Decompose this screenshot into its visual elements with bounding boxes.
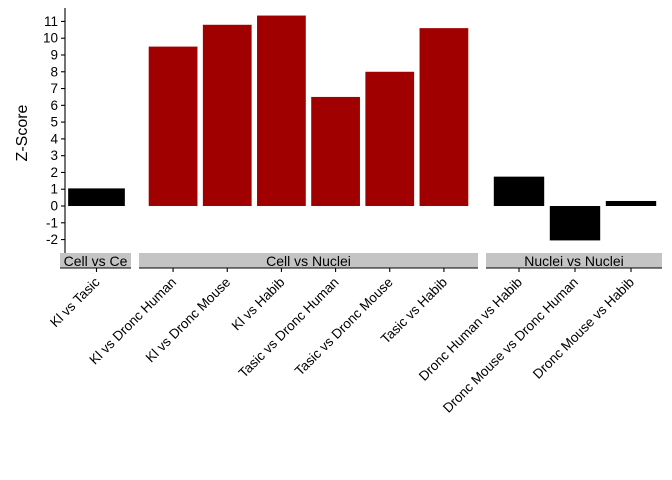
bar bbox=[419, 28, 469, 207]
facet-panels: Cell vs Ce Kl vs Tasic Cell vs Nuclei Kl vs… bbox=[47, 15, 662, 416]
facet-panel: Cell vs Ce Kl vs Tasic bbox=[47, 188, 131, 330]
facet-strip bbox=[139, 253, 478, 268]
bar bbox=[68, 188, 125, 207]
x-tick-label: Kl vs Habib bbox=[229, 275, 288, 334]
y-tick-label: 0 bbox=[50, 199, 58, 214]
y-tick-label: 8 bbox=[50, 64, 58, 79]
x-tick-label: Tasic vs Dronc Human bbox=[236, 275, 342, 381]
x-tick-label: Tasic vs Dronc Mouse bbox=[292, 275, 396, 379]
bar bbox=[148, 46, 198, 207]
bar bbox=[493, 176, 545, 207]
facet-strip-label: Nuclei vs Nuclei bbox=[524, 253, 624, 269]
bar bbox=[365, 71, 415, 207]
y-tick-label: 7 bbox=[50, 81, 58, 96]
x-tick-label: Kl vs Dronc Human bbox=[86, 275, 179, 368]
bar bbox=[549, 206, 601, 241]
y-tick-label: 2 bbox=[50, 165, 58, 180]
y-tick-label: 9 bbox=[50, 47, 58, 62]
y-tick-label: 10 bbox=[43, 31, 58, 46]
bar bbox=[257, 15, 306, 207]
y-tick-label: 3 bbox=[50, 148, 58, 163]
facet-strip-label: Cell vs Nuclei bbox=[266, 253, 351, 269]
y-axis-title: Z-Score bbox=[14, 104, 31, 161]
bar bbox=[202, 24, 252, 207]
facet-strip-label: Cell vs Ce bbox=[64, 253, 128, 269]
y-tick-label: -1 bbox=[46, 215, 58, 230]
y-tick-label: 6 bbox=[50, 98, 58, 113]
y-axis: -2 -10 1 2 3 45 6 7 8 910 11 bbox=[43, 8, 66, 253]
y-tick-label: -2 bbox=[46, 232, 58, 247]
facet-strip bbox=[486, 253, 662, 268]
x-tick-label: Kl vs Tasic bbox=[47, 274, 103, 330]
y-tick-label: 4 bbox=[50, 131, 58, 146]
bar bbox=[605, 200, 657, 207]
facet-strip bbox=[60, 253, 131, 268]
x-tick-label: Dronc Mouse vs Habib bbox=[530, 275, 637, 382]
y-tick-label: 1 bbox=[50, 182, 58, 197]
bar bbox=[311, 96, 360, 207]
y-tick-label: 5 bbox=[50, 115, 58, 130]
y-tick-label: 11 bbox=[44, 14, 58, 29]
